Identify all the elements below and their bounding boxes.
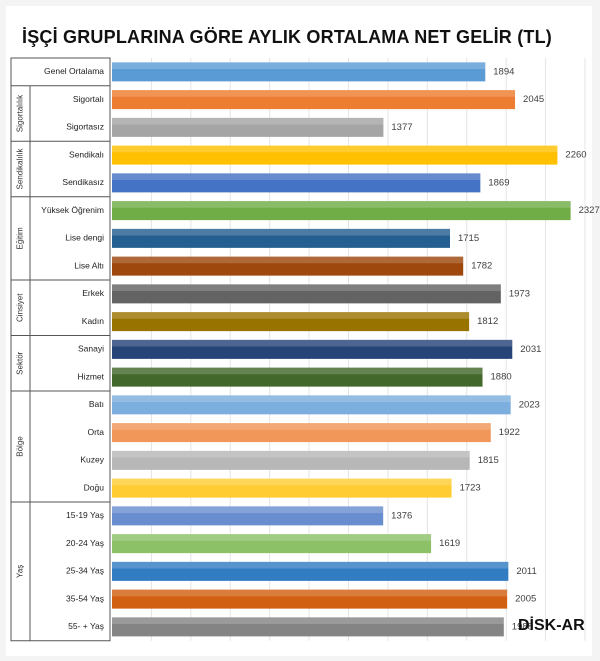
data-label: 1988 [512,621,533,632]
bar-highlight [112,534,432,541]
group-label: Sektör [16,351,25,374]
bar [112,117,384,137]
data-label: 1376 [391,510,412,521]
data-label: 2023 [519,399,540,410]
source-label: DİSK-AR [518,617,585,634]
category-label: Orta [87,427,104,437]
data-label: 1812 [477,316,498,327]
data-label: 1782 [471,261,492,272]
category-label: Sendikasız [62,177,104,187]
bar-highlight [112,339,513,347]
category-label: 55- + Yaş [68,621,104,631]
bar [112,367,483,387]
bar-highlight [112,117,384,125]
bar-highlight [112,62,486,70]
data-label: 1815 [478,455,499,466]
category-label: Batı [89,399,104,409]
bar [112,423,491,443]
category-label: 20-24 Yaş [66,538,104,548]
bar-highlight [112,478,452,486]
category-label: Sigortasız [66,122,104,132]
group-label: Bölge [16,436,25,457]
category-label: Lise dengi [65,233,104,243]
bar [112,284,501,304]
category-label: 15-19 Yaş [66,510,104,520]
bar-highlight [112,617,504,625]
group-label: Yaş [16,565,25,578]
group-label: Sendikalılık [16,148,25,190]
category-label: Kuzey [80,455,104,465]
bar [112,339,513,359]
bar-highlight [112,312,470,319]
data-label: 2260 [565,150,586,161]
bar [112,395,511,415]
bar-highlight [112,173,481,181]
bar [112,228,450,248]
data-label: 2005 [515,594,536,605]
bar-highlight [112,506,384,514]
bar [112,617,504,637]
bar-highlight [112,228,450,236]
category-label: Kadın [82,316,104,326]
bar [112,534,432,554]
bar-highlight [112,284,501,292]
data-label: 1723 [460,483,481,494]
category-label: 25-34 Yaş [66,566,104,576]
data-label: 1377 [391,122,412,133]
data-label: 1619 [439,538,460,549]
data-label: 1973 [509,288,530,299]
group-label: Sigortalılık [16,94,25,132]
bar [112,90,516,110]
bar-highlight [112,450,470,458]
data-label: 1894 [493,66,514,77]
category-label: Doğu [84,482,105,492]
data-label: 1715 [458,233,479,244]
category-label: 35-54 Yaş [66,593,104,603]
bar [112,62,486,82]
bar-highlight [112,367,483,375]
group-label: Eğitim [16,227,25,250]
bar-highlight [112,395,511,403]
bar [112,478,452,498]
category-label: Yüksek Öğrenim [41,205,104,215]
bar [112,145,558,165]
category-label: Hizmet [78,371,105,381]
data-label: 1880 [491,372,512,383]
bar [112,561,509,581]
bar [112,173,481,193]
group-label: Cinsiyet [16,293,25,322]
bar-highlight [112,589,508,597]
bar-highlight [112,423,491,430]
bar-highlight [112,256,464,264]
data-label: 2327 [579,205,600,216]
data-label: 1869 [488,177,509,188]
category-label: Genel Ortalama [44,66,104,76]
bar [112,506,384,526]
category-label: Sanayi [78,344,104,354]
bar-highlight [112,201,571,208]
bar-highlight [112,561,509,569]
category-label: Lise Altı [74,260,104,270]
chart-title: İŞÇİ GRUPLARINA GÖRE AYLIK ORTALAMA NET … [22,27,552,47]
bar [112,450,470,470]
bar-highlight [112,90,516,97]
category-label: Sendikalı [69,149,104,159]
data-label: 2045 [523,94,544,105]
data-label: 1922 [499,427,520,438]
category-label: Sigortalı [73,94,104,104]
bar [112,312,470,332]
data-label: 2031 [520,344,541,355]
category-label: Erkek [82,288,104,298]
bar-highlight [112,145,558,153]
bar [112,201,571,221]
bar [112,589,508,609]
data-label: 2011 [516,566,536,577]
bar [112,256,464,276]
